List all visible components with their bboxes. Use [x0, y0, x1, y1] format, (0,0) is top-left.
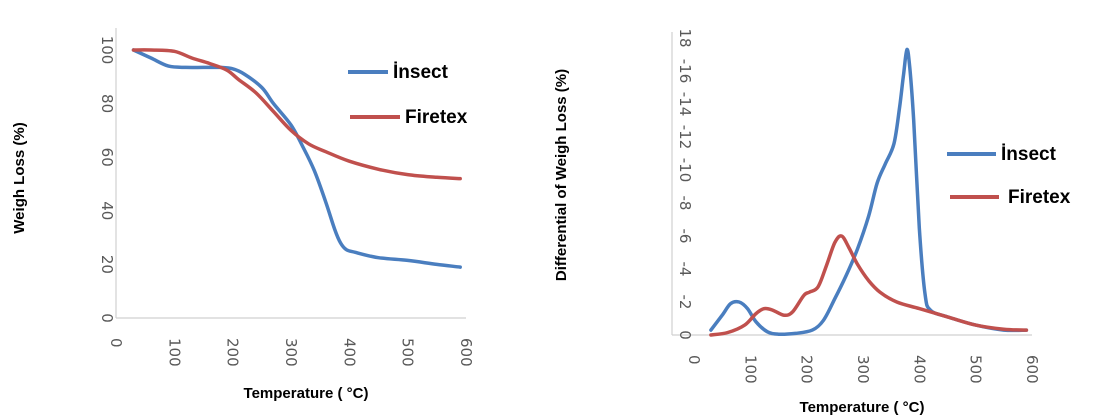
chart1-x-tick-labels: 0 100 200 300 400 500 600	[685, 355, 1041, 384]
chart1-y-tick-labels: 0 -2 -4 -6 -8 -10 -12 -14 -16 18	[676, 28, 694, 339]
c1-y-tick-label: -10	[676, 158, 694, 183]
c1-y-tick-label: -12	[676, 125, 694, 150]
chart1-legend-label-firetex: Firetex	[1008, 187, 1071, 208]
c1-y-tick-label: -16	[676, 59, 694, 84]
c0-y-tick-label: 80	[98, 94, 116, 113]
c1-x-tick-label: 500	[967, 355, 985, 384]
c0-y-tick-label: 100	[98, 36, 116, 65]
chart0-y-tick-labels: 0 20 40 60 80 100	[98, 36, 116, 323]
c1-y-tick-label: -14	[676, 92, 694, 117]
c1-x-tick-label: 200	[798, 355, 816, 384]
differential-weigh-loss-chart: 0 -2 -4 -6 -8 -10 -12 -14 -16 18 0 100 200 300 400 500…	[553, 28, 1071, 416]
c1-x-tick-label: 100	[741, 355, 759, 384]
c0-x-tick-label: 200	[224, 338, 242, 367]
chart1-series-group	[709, 47, 1029, 337]
c1-y-tick-label: -2	[676, 295, 694, 310]
chart1-legend-label-insect: İnsect	[1001, 144, 1057, 165]
chart1-x-axis-title: Temperature ( °C)	[800, 399, 925, 416]
c1-x-tick-label: 0	[685, 355, 703, 365]
chart0-legend-label-firetex: Firetex	[405, 107, 468, 128]
c1-y-tick-label: -8	[676, 196, 694, 211]
c0-x-tick-label: 500	[399, 338, 417, 367]
c0-y-tick-label: 40	[98, 201, 116, 220]
c1-y-tick-label: 18	[676, 28, 694, 47]
chart0-legend: İnsect Firetex	[348, 62, 468, 128]
c1-y-tick-label: -4	[676, 262, 694, 277]
chart0-x-tick-labels: 0 100 200 300 400 500 600	[107, 338, 475, 367]
chart1-y-axis-title: Differential of Weigh Loss (%)	[553, 69, 570, 281]
chart0-legend-label-insect: İnsect	[393, 62, 449, 83]
c0-x-tick-label: 0	[107, 338, 125, 348]
c0-y-tick-label: 20	[98, 255, 116, 274]
c1-x-tick-label: 400	[910, 355, 928, 384]
c1-y-tick-label: -6	[676, 229, 694, 244]
chart0-y-axis-title: Weigh Loss (%)	[11, 122, 28, 233]
c0-x-tick-label: 600	[457, 338, 475, 367]
c0-y-tick-label: 0	[98, 313, 116, 323]
weigh-loss-chart: 0 20 40 60 80 100 0 100 200 300 400 500 600 Weigh L…	[11, 28, 475, 402]
c1-series-line-firetex	[709, 234, 1029, 337]
chart1-legend: İnsect Firetex	[947, 144, 1071, 208]
c0-x-tick-label: 300	[282, 338, 300, 367]
c0-y-tick-label: 60	[98, 148, 116, 167]
c0-x-tick-label: 100	[165, 338, 183, 367]
chart0-x-axis-title: Temperature ( °C)	[244, 385, 369, 402]
c1-x-tick-label: 300	[854, 355, 872, 384]
c0-x-tick-label: 400	[340, 338, 358, 367]
c0-series-line-firetex	[131, 48, 462, 181]
chart0-series-group	[131, 48, 462, 269]
c1-series-line-insect	[709, 47, 1029, 337]
c1-y-tick-label: 0	[676, 330, 694, 340]
c1-x-tick-label: 600	[1023, 355, 1041, 384]
